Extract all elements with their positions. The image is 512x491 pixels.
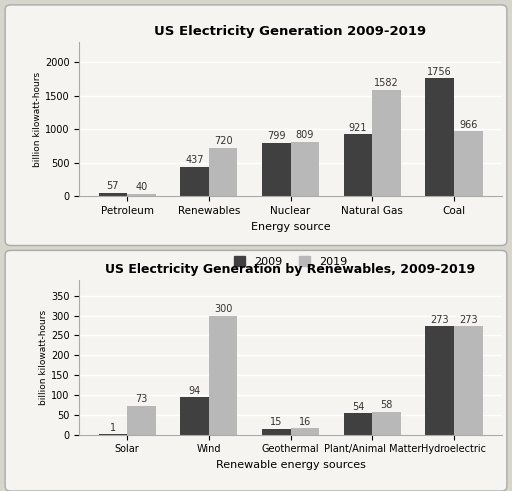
Bar xyxy=(425,79,454,196)
Title: US Electricity Generation 2009-2019: US Electricity Generation 2009-2019 xyxy=(155,25,426,38)
Text: 809: 809 xyxy=(295,130,314,140)
Text: 799: 799 xyxy=(267,131,286,141)
Text: 273: 273 xyxy=(431,315,449,325)
Text: 1582: 1582 xyxy=(374,79,399,88)
Y-axis label: billion kilowatt-hours: billion kilowatt-hours xyxy=(33,72,42,166)
Title: US Electricity Generation by Renewables, 2009-2019: US Electricity Generation by Renewables,… xyxy=(105,263,476,276)
Text: 16: 16 xyxy=(298,416,311,427)
Bar xyxy=(425,327,454,435)
Text: 15: 15 xyxy=(270,417,283,427)
Bar xyxy=(454,132,482,196)
X-axis label: Renewable energy sources: Renewable energy sources xyxy=(216,460,366,470)
Text: 273: 273 xyxy=(459,315,478,325)
Bar xyxy=(180,397,209,435)
Text: 57: 57 xyxy=(106,181,119,191)
Text: 54: 54 xyxy=(352,402,364,411)
Bar xyxy=(290,428,319,435)
Bar xyxy=(262,429,291,435)
Bar xyxy=(290,142,319,196)
Text: 437: 437 xyxy=(185,155,204,165)
Bar xyxy=(262,143,291,196)
Bar xyxy=(127,406,156,435)
Legend: 2009, 2019: 2009, 2019 xyxy=(229,490,352,491)
Text: 1756: 1756 xyxy=(428,67,452,77)
Text: 1: 1 xyxy=(110,423,116,433)
Bar xyxy=(344,135,372,196)
Text: 300: 300 xyxy=(214,304,232,314)
Y-axis label: billion kilowatt-hours: billion kilowatt-hours xyxy=(39,310,48,405)
Text: 94: 94 xyxy=(188,385,201,396)
Text: 58: 58 xyxy=(380,400,393,410)
X-axis label: Energy source: Energy source xyxy=(251,221,330,232)
Bar xyxy=(209,148,238,196)
Text: 40: 40 xyxy=(135,182,147,192)
Bar xyxy=(372,90,401,196)
Bar xyxy=(372,411,401,435)
Text: 720: 720 xyxy=(214,136,232,146)
Bar xyxy=(98,192,127,196)
Text: 921: 921 xyxy=(349,123,367,133)
Bar xyxy=(209,316,238,435)
Text: 966: 966 xyxy=(459,120,478,130)
Bar xyxy=(127,194,156,196)
Text: 73: 73 xyxy=(135,394,147,404)
Legend: 2009, 2019: 2009, 2019 xyxy=(229,251,352,271)
Bar xyxy=(180,167,209,196)
Bar xyxy=(454,327,482,435)
Bar xyxy=(344,413,372,435)
